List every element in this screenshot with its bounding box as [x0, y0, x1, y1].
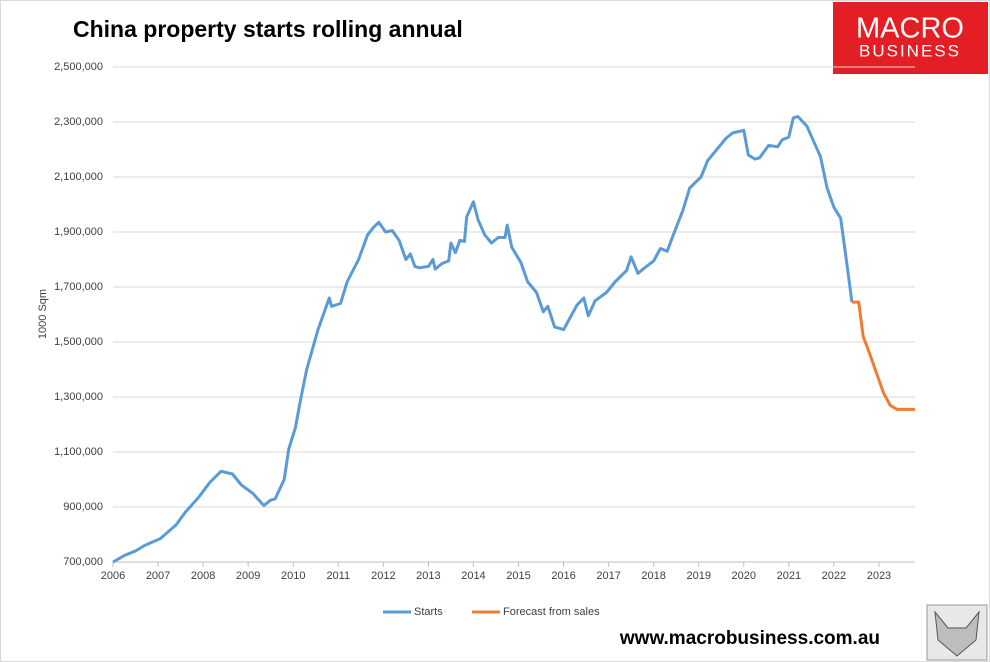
logo-text: MACRO: [856, 13, 964, 45]
x-tick-label: 2014: [461, 570, 485, 582]
logo: MACRO BUSINESS: [833, 2, 988, 74]
y-tick-label: 900,000: [63, 501, 103, 513]
y-tick-label: 1,900,000: [54, 226, 103, 238]
y-tick-label: 1,700,000: [54, 281, 103, 293]
legend-label: Starts: [414, 606, 443, 618]
x-tick-label: 2022: [822, 570, 846, 582]
series-line: [851, 300, 915, 411]
y-tick-label: 2,500,000: [54, 61, 103, 73]
y-axis-label: 1000 Sqm: [37, 289, 49, 339]
y-tick-label: 2,100,000: [54, 171, 103, 183]
series-line: [112, 115, 854, 564]
x-tick-label: 2013: [416, 570, 440, 582]
fox-head: [934, 610, 980, 657]
x-tick-label: 2012: [371, 570, 395, 582]
x-tick-label: 2020: [732, 570, 756, 582]
x-tick-label: 2008: [191, 570, 215, 582]
y-tick-label: 2,300,000: [54, 116, 103, 128]
legend-label: Forecast from sales: [503, 606, 600, 618]
y-tick-label: 1,100,000: [54, 446, 103, 458]
x-tick-label: 2007: [146, 570, 170, 582]
x-tick-label: 2015: [506, 570, 530, 582]
chart-title: China property starts rolling annual: [73, 16, 463, 42]
x-tick-label: 2009: [236, 570, 260, 582]
x-tick-label: 2006: [101, 570, 125, 582]
x-tick-label: 2017: [596, 570, 620, 582]
y-tick-label: 700,000: [63, 556, 103, 568]
y-tick-label: 1,300,000: [54, 391, 103, 403]
x-tick-label: 2016: [551, 570, 575, 582]
x-tick-label: 2011: [326, 570, 350, 582]
y-tick-label: 1,500,000: [54, 336, 103, 348]
website: www.macrobusiness.com.au: [619, 628, 880, 649]
fox-icon: [926, 604, 988, 661]
x-tick-label: 2019: [686, 570, 710, 582]
x-tick-label: 2021: [777, 570, 801, 582]
x-tick-label: 2018: [641, 570, 665, 582]
x-tick-label: 2010: [281, 570, 305, 582]
x-tick-label: 2023: [867, 570, 891, 582]
logo-box: [833, 2, 988, 74]
logo-text: BUSINESS: [859, 41, 961, 60]
